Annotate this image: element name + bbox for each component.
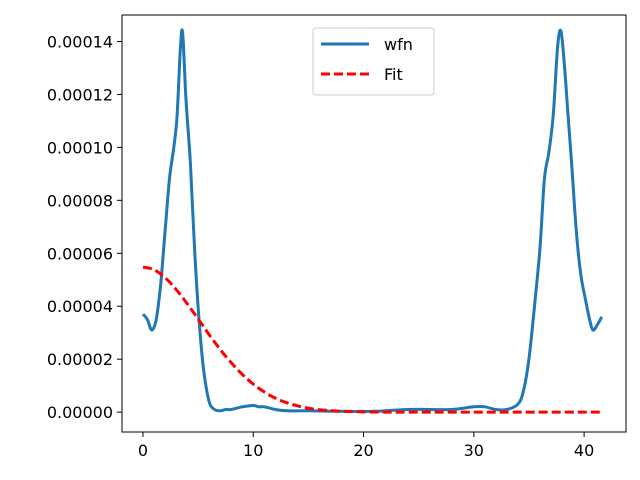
legend-label-fit: Fit: [384, 65, 403, 84]
legend: wfn Fit: [312, 27, 435, 96]
series-layer: [141, 28, 604, 414]
x-tick-label: 10: [243, 441, 263, 460]
y-tick-label: 0.00006: [47, 244, 113, 263]
y-tick-label: 0.00000: [47, 403, 113, 422]
y-tick-label: 0.00014: [47, 32, 113, 51]
y-tick-label: 0.00008: [47, 191, 113, 210]
y-tick-label: 0.00010: [47, 138, 113, 157]
legend-label-wfn: wfn: [384, 35, 413, 54]
axes-frame: [121, 14, 627, 433]
y-tick-label: 0.00002: [47, 350, 113, 369]
y-axis: 0.00000 0.00002 0.00004 0.00006 0.00008 0.000…: [47, 32, 122, 422]
x-axis: 0 10 20 30 40: [138, 432, 594, 460]
y-tick-label: 0.00004: [47, 297, 113, 316]
x-tick-label: 40: [574, 441, 594, 460]
x-tick-label: 0: [138, 441, 148, 460]
x-tick-label: 20: [353, 441, 373, 460]
legend-box: [312, 27, 435, 96]
series-line-fit: [142, 265, 602, 414]
x-tick-label: 30: [464, 441, 484, 460]
y-tick-label: 0.00012: [47, 85, 113, 104]
